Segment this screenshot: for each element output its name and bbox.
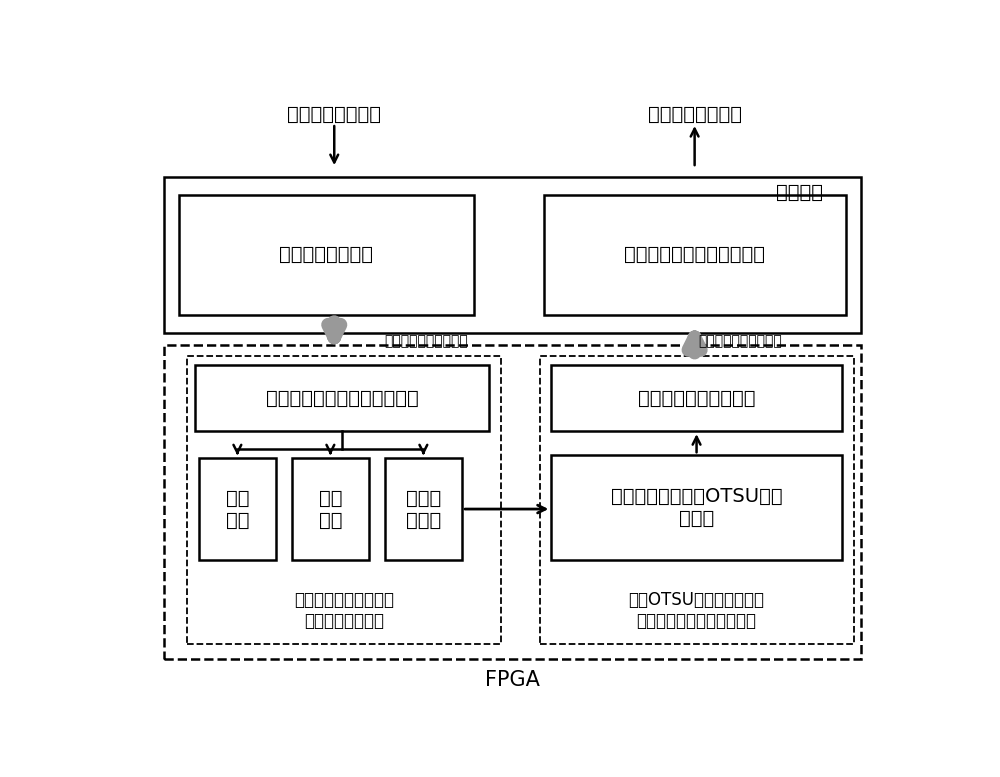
Text: 单一
背景: 单一 背景: [319, 489, 342, 530]
Text: 最大类间方差法（OTSU）阈
值求解: 最大类间方差法（OTSU）阈 值求解: [611, 487, 782, 528]
Bar: [164, 344, 861, 659]
Text: 异构处理器间互联总线: 异构处理器间互联总线: [385, 335, 468, 349]
Text: 异构处理器间互联总线: 异构处理器间互联总线: [698, 335, 782, 349]
Bar: [179, 195, 474, 315]
Bar: [551, 455, 842, 560]
Text: 基于局部特征的子图分
类粗分割计算单元: 基于局部特征的子图分 类粗分割计算单元: [294, 591, 394, 630]
Bar: [187, 357, 501, 643]
Text: 子图分割结果拼接功能单元: 子图分割结果拼接功能单元: [624, 246, 765, 264]
Bar: [385, 458, 462, 560]
Bar: [199, 458, 276, 560]
Text: 图像分割标记结果: 图像分割标记结果: [648, 105, 742, 124]
Text: 目标背
景交界: 目标背 景交界: [406, 489, 441, 530]
Text: 子图图像分割标记结果: 子图图像分割标记结果: [638, 388, 755, 408]
Text: 图像切片功能单元: 图像切片功能单元: [280, 246, 374, 264]
Bar: [544, 195, 846, 315]
Text: 基于局部特征的子图类型判断: 基于局部特征的子图类型判断: [266, 388, 418, 408]
Bar: [292, 458, 369, 560]
Text: 基于OTSU阈值的目标与背
景交界子图细分割计算单元: 基于OTSU阈值的目标与背 景交界子图细分割计算单元: [629, 591, 765, 630]
Text: 微处理器: 微处理器: [776, 183, 823, 201]
Bar: [195, 365, 489, 431]
Text: FPGA: FPGA: [485, 670, 540, 689]
Bar: [540, 357, 854, 643]
Text: 单一
目标: 单一 目标: [226, 489, 249, 530]
Text: 原始高分辨率图像: 原始高分辨率图像: [287, 105, 381, 124]
Bar: [551, 365, 842, 431]
Bar: [164, 177, 861, 333]
